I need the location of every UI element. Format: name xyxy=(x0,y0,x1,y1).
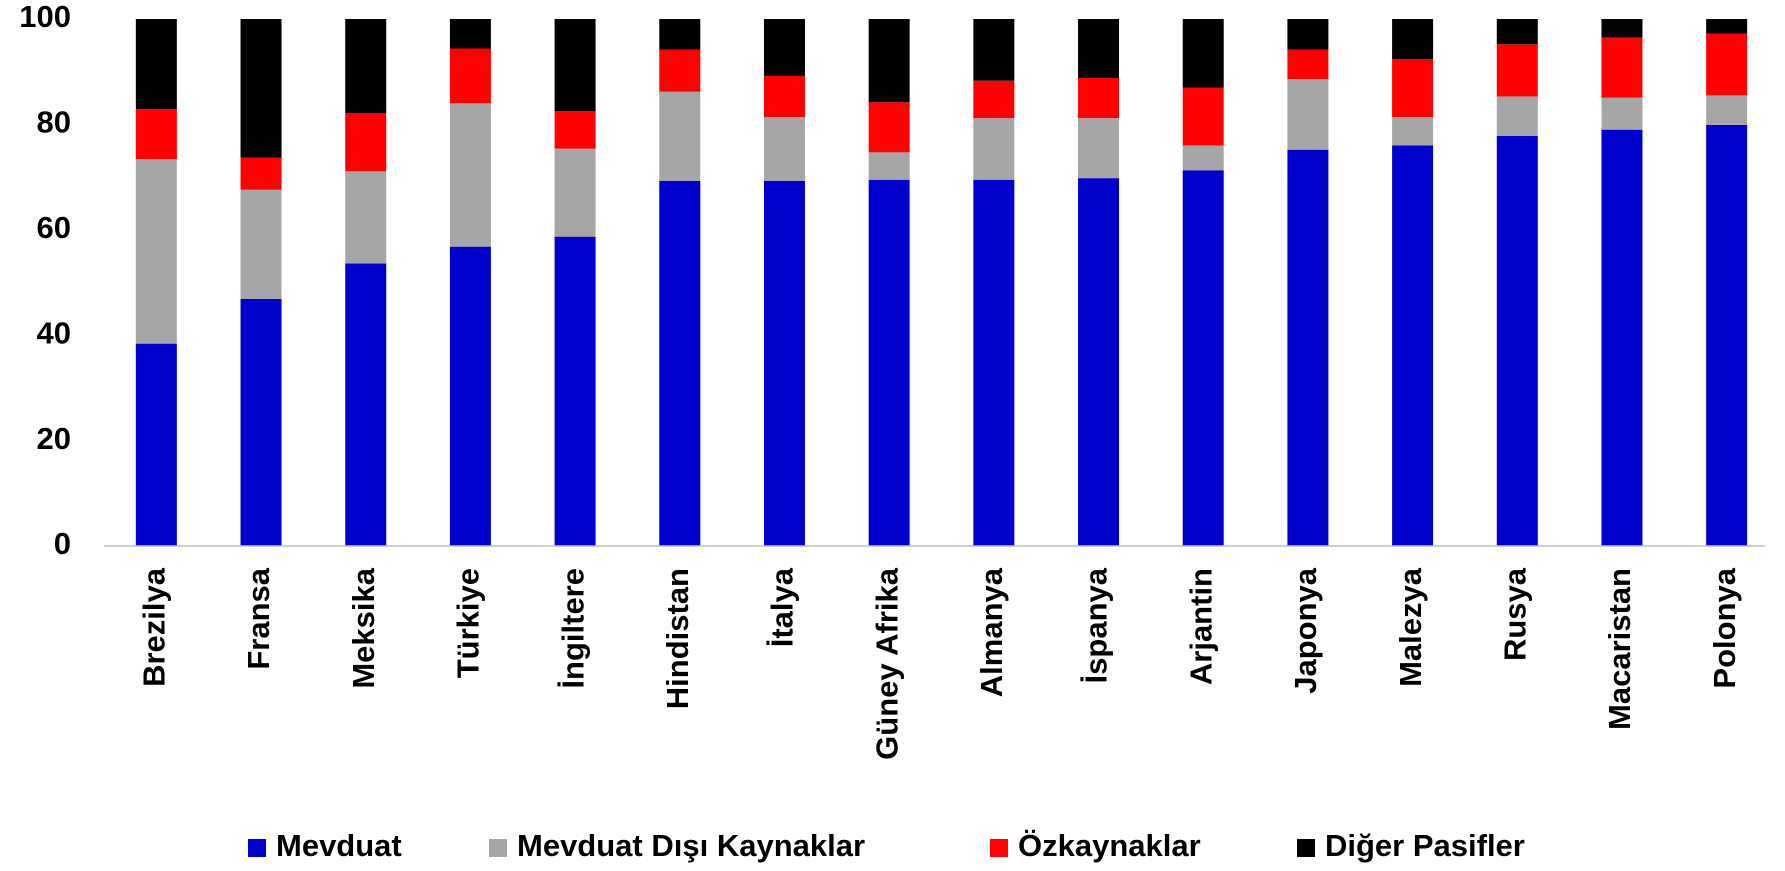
bar-segment xyxy=(1706,124,1748,546)
legend-label: Mevduat Dışı Kaynaklar xyxy=(517,828,865,863)
x-tick-label: Arjantin xyxy=(1183,568,1218,685)
bar-segment xyxy=(659,49,701,92)
bar-segment xyxy=(1287,149,1329,547)
bar-segment xyxy=(345,19,387,114)
bar-segment xyxy=(1287,79,1329,150)
bar-segment xyxy=(973,80,1015,119)
bar-segment xyxy=(554,236,596,546)
bar-segment xyxy=(554,148,596,237)
bar-segment xyxy=(868,152,910,180)
x-tick-label: Japonya xyxy=(1288,567,1323,694)
bar-segment xyxy=(1392,59,1434,118)
bar-segment xyxy=(345,113,387,172)
legend-swatch xyxy=(489,839,507,857)
bar-segment xyxy=(1392,19,1434,60)
legend-label: Diğer Pasifler xyxy=(1325,828,1525,863)
bar-segment xyxy=(240,157,282,190)
bar-segment xyxy=(973,19,1015,81)
bar-segment xyxy=(763,75,805,118)
bar-segment xyxy=(1182,145,1224,171)
bar-segment xyxy=(1078,118,1120,179)
bar-segment xyxy=(135,159,177,344)
bar-segment xyxy=(1601,37,1643,98)
bar-segment xyxy=(1182,87,1224,146)
bar-segment xyxy=(1078,78,1120,119)
bar-segment xyxy=(1287,19,1329,50)
bar-segment xyxy=(1601,129,1643,547)
bar-segment xyxy=(1078,178,1120,547)
y-tick-label: 80 xyxy=(37,105,71,140)
x-tick-label: Güney Afrika xyxy=(869,567,904,760)
bar-segment xyxy=(1496,96,1538,136)
y-tick-label: 40 xyxy=(37,315,71,350)
bar-segment xyxy=(1706,33,1748,96)
bar-segment xyxy=(763,19,805,76)
bar-segment xyxy=(1601,19,1643,38)
bar-segment xyxy=(135,109,177,160)
bar-segment xyxy=(973,179,1015,547)
bar-segment xyxy=(868,102,910,153)
x-tick-label: Hindistan xyxy=(660,568,695,709)
bar-segment xyxy=(973,118,1015,180)
bar-segment xyxy=(868,179,910,547)
legend-swatch xyxy=(1297,839,1315,857)
bar-segment xyxy=(659,180,701,546)
bar-segment xyxy=(345,171,387,264)
legend-label: Özkaynaklar xyxy=(1018,828,1201,863)
bar-segment xyxy=(554,111,596,149)
bar-segment xyxy=(1496,135,1538,546)
bar-segment xyxy=(1078,19,1120,79)
bar-segment xyxy=(1392,145,1434,547)
x-tick-label: Brezilya xyxy=(137,567,172,687)
bar-segment xyxy=(1392,117,1434,146)
y-tick-label: 20 xyxy=(37,421,71,456)
bar-segment xyxy=(1287,49,1329,80)
bar-segment xyxy=(1182,170,1224,546)
legend-swatch xyxy=(248,839,266,857)
bar-segment xyxy=(1496,44,1538,97)
x-tick-label: İspanya xyxy=(1079,567,1114,683)
legend-label: Mevduat xyxy=(276,828,402,863)
bar-segment xyxy=(1182,19,1224,88)
bar-segment xyxy=(763,180,805,546)
x-tick-label: Türkiye xyxy=(451,568,486,678)
legend-swatch xyxy=(990,839,1008,857)
x-tick-label: Polonya xyxy=(1707,567,1742,688)
bar-segment xyxy=(240,298,282,546)
bar-segment xyxy=(868,19,910,103)
x-tick-label: Malezya xyxy=(1393,567,1428,687)
x-tick-label: İtalya xyxy=(765,567,800,647)
bar-segment xyxy=(449,19,491,49)
x-tick-label: Almanya xyxy=(974,567,1009,697)
y-tick-label: 60 xyxy=(37,210,71,245)
bar-segment xyxy=(1706,95,1748,125)
bar-segment xyxy=(240,189,282,299)
bar-segment xyxy=(659,91,701,181)
bar-segment xyxy=(1496,19,1538,45)
bar-segment xyxy=(554,19,596,112)
bar-segment xyxy=(449,246,491,546)
y-tick-label: 0 xyxy=(54,526,71,561)
x-tick-label: Fransa xyxy=(241,567,276,669)
x-tick-label: Meksika xyxy=(346,567,381,688)
bar-segment xyxy=(240,19,282,158)
bar-segment xyxy=(1601,97,1643,130)
bar-segment xyxy=(1706,19,1748,34)
x-tick-label: İngiltere xyxy=(555,568,590,689)
bar-segment xyxy=(449,103,491,247)
bar-segment xyxy=(135,19,177,110)
bar-segment xyxy=(449,48,491,104)
bar-segment xyxy=(659,19,701,50)
bar-segment xyxy=(135,343,177,546)
y-tick-label: 100 xyxy=(19,0,71,34)
bar-segment xyxy=(763,117,805,181)
x-tick-label: Rusya xyxy=(1497,567,1532,661)
bar-segment xyxy=(345,263,387,546)
x-tick-label: Macaristan xyxy=(1602,568,1637,730)
